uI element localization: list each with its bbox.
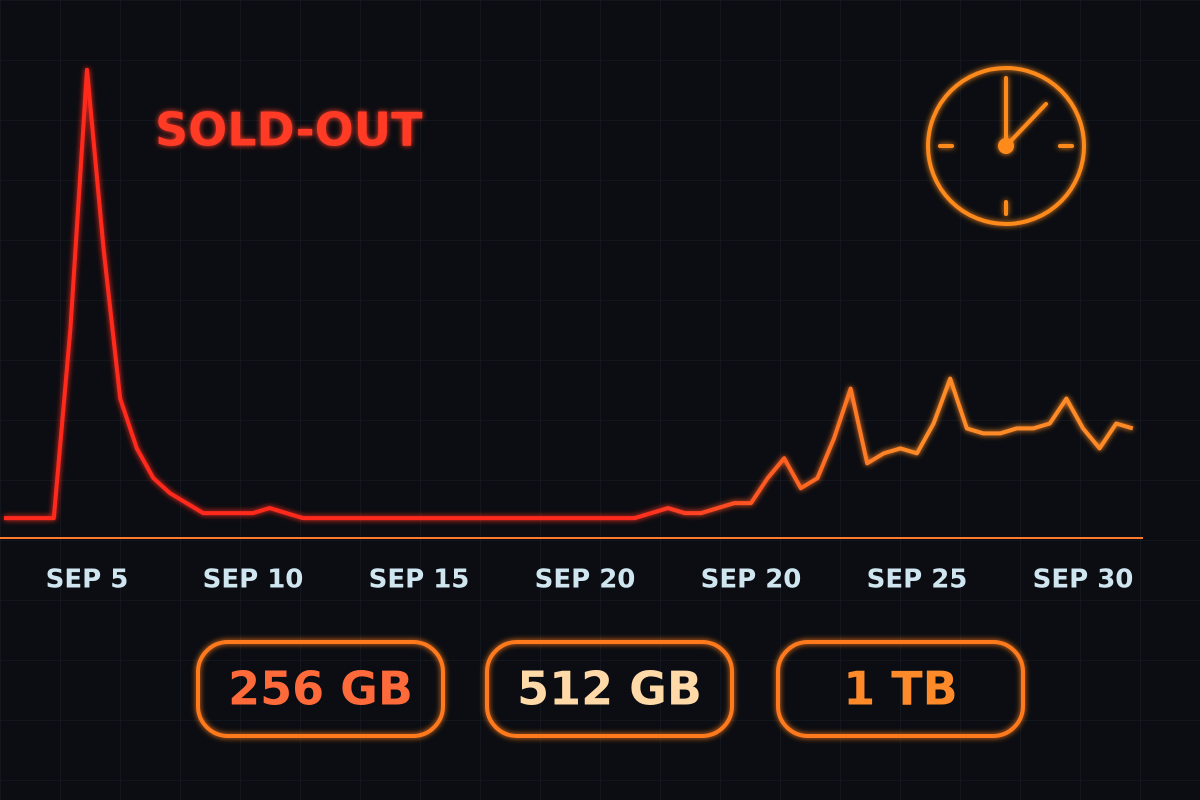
option-border bbox=[776, 640, 1025, 738]
storage-option[interactable]: 512 GB bbox=[485, 640, 734, 738]
option-label: 512 GB bbox=[517, 662, 702, 716]
option-label: 1 TB bbox=[843, 662, 957, 716]
x-tick-label: SEP 30 bbox=[1033, 565, 1134, 595]
option-border bbox=[196, 640, 445, 738]
option-label: 256 GB bbox=[228, 662, 413, 716]
x-tick-label: SEP 25 bbox=[867, 565, 968, 595]
x-tick-label: SEP 10 bbox=[203, 565, 304, 595]
annotation: SOLD-OUT bbox=[155, 103, 423, 157]
storage-option[interactable]: 256 GB bbox=[196, 640, 445, 738]
x-tick-label: SEP 20 bbox=[701, 565, 802, 595]
storage-option[interactable]: 1 TB bbox=[776, 640, 1025, 738]
data-line bbox=[4, 67, 1134, 521]
x-tick-label: SEP 15 bbox=[369, 565, 470, 595]
clock-icon bbox=[926, 66, 1086, 226]
x-tick-label: SEP 20 bbox=[535, 565, 636, 595]
option-border bbox=[485, 640, 734, 738]
x-tick-label: SEP 5 bbox=[46, 565, 129, 595]
